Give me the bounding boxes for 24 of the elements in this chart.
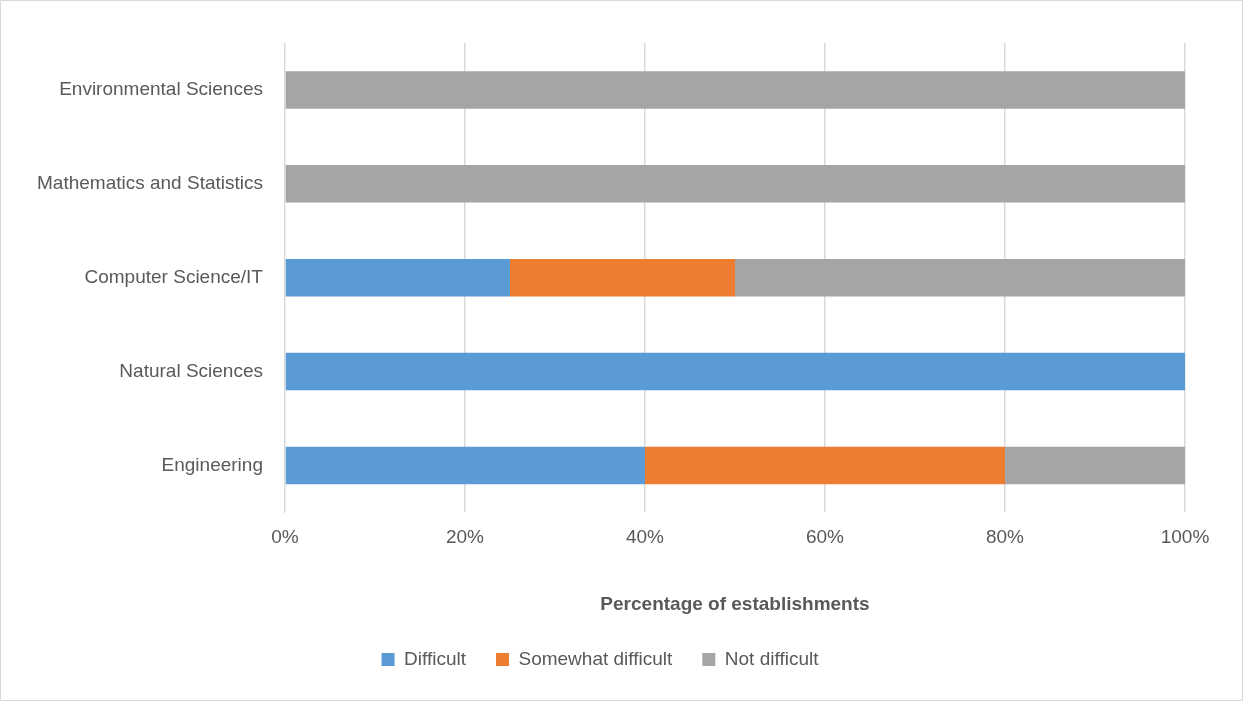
bar bbox=[285, 352, 1185, 391]
x-tick-label: 40% bbox=[625, 526, 665, 548]
y-tick-label: Engineering bbox=[161, 453, 263, 475]
y-tick-label: Mathematics and Statistics bbox=[36, 172, 263, 194]
bar bbox=[734, 258, 1185, 297]
y-tick-label: Environmental Sciences bbox=[59, 78, 263, 100]
bar bbox=[285, 258, 510, 297]
x-tick-label: 80% bbox=[985, 526, 1025, 548]
x-tick-label: 0% bbox=[271, 526, 299, 548]
legend-label: Somewhat difficult bbox=[518, 647, 674, 669]
x-axis-title: Percentage of establishments bbox=[600, 592, 870, 614]
bar bbox=[644, 446, 1005, 485]
bar bbox=[285, 165, 1185, 203]
y-tick-label: Computer Science/IT bbox=[84, 265, 264, 287]
legend-label: Difficult bbox=[404, 647, 467, 669]
x-tick-label: 20% bbox=[445, 526, 485, 548]
x-tick-label: 100% bbox=[1160, 526, 1210, 548]
x-tick-label: 60% bbox=[805, 526, 845, 548]
y-tick-label: Natural Sciences bbox=[119, 359, 263, 381]
legend-label: Not difficult bbox=[724, 647, 820, 669]
bar bbox=[1005, 446, 1185, 485]
bar bbox=[285, 446, 645, 485]
bar bbox=[285, 71, 1185, 109]
bar bbox=[509, 258, 735, 297]
